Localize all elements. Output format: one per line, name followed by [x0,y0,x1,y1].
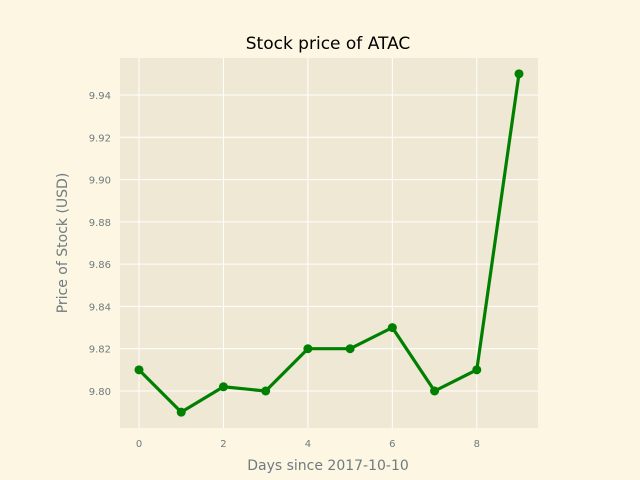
data-point [430,386,440,396]
data-point [176,407,186,417]
x-tick-label: 0 [136,439,142,450]
data-point [303,344,313,354]
data-point [472,365,482,375]
data-point [387,323,397,333]
x-tick-label: 8 [474,439,480,450]
y-tick-label: 9.80 [89,387,111,398]
x-tick-label: 2 [220,439,226,450]
data-point [345,344,355,354]
y-tick-label: 9.82 [89,345,111,356]
data-point [134,365,144,375]
data-point [218,382,228,392]
chart-title: Stock price of ATAC [246,34,411,54]
y-tick-label: 9.94 [89,91,111,102]
x-axis-ticks: 0 2 4 6 8 [136,439,480,450]
plot-area [120,58,538,428]
x-tick-label: 4 [305,439,311,450]
data-point [261,386,271,396]
y-axis-ticks: 9.80 9.82 9.84 9.86 9.88 9.90 9.92 9.94 [89,91,111,398]
series-line [137,72,521,414]
y-axis-label: Price of Stock (USD) [55,173,71,314]
y-tick-label: 9.86 [89,260,111,271]
x-axis-label: Days since 2017-10-10 [247,458,409,474]
y-gridlines [120,94,538,392]
series-group [134,69,524,417]
y-tick-label: 9.88 [89,218,111,229]
y-tick-label: 9.92 [89,133,111,144]
data-point [514,69,524,79]
x-tick-label: 6 [389,439,395,450]
y-tick-label: 9.84 [89,302,111,313]
y-tick-label: 9.90 [89,176,111,187]
